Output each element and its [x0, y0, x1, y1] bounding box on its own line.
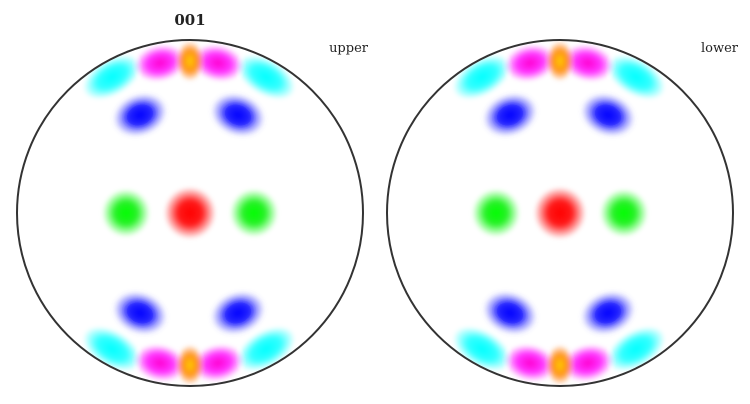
upper-disk-outline — [16, 39, 364, 387]
pole-figure-upper: upper — [16, 39, 369, 387]
intensity-spot — [600, 189, 648, 237]
intensity-spot — [210, 93, 266, 137]
intensity-spot — [504, 44, 556, 82]
intensity-spot — [134, 44, 186, 82]
intensity-spot — [562, 44, 614, 82]
intensity-spot — [112, 93, 168, 137]
panel-label-upper: upper — [329, 41, 369, 56]
intensity-spot — [580, 291, 636, 335]
pole-figure-lower: lower — [386, 39, 739, 387]
intensity-spot — [534, 187, 586, 239]
intensity-spot — [504, 344, 556, 382]
intensity-spot — [192, 44, 244, 82]
intensity-spot — [562, 344, 614, 382]
intensity-spot — [176, 345, 204, 385]
intensity-spot — [134, 344, 186, 382]
figure-title: 001 — [174, 11, 205, 29]
intensity-spot — [112, 291, 168, 335]
intensity-spot — [482, 291, 538, 335]
intensity-spot — [210, 291, 266, 335]
intensity-spot — [164, 187, 216, 239]
intensity-spot — [546, 41, 574, 81]
lower-disk-outline — [386, 39, 734, 387]
panel-label-lower: lower — [701, 41, 739, 56]
intensity-spot — [472, 189, 520, 237]
intensity-spot — [580, 93, 636, 137]
intensity-spot — [230, 189, 278, 237]
intensity-spot — [192, 344, 244, 382]
intensity-spot — [482, 93, 538, 137]
intensity-spot — [546, 345, 574, 385]
intensity-spot — [102, 189, 150, 237]
intensity-spot — [176, 41, 204, 81]
